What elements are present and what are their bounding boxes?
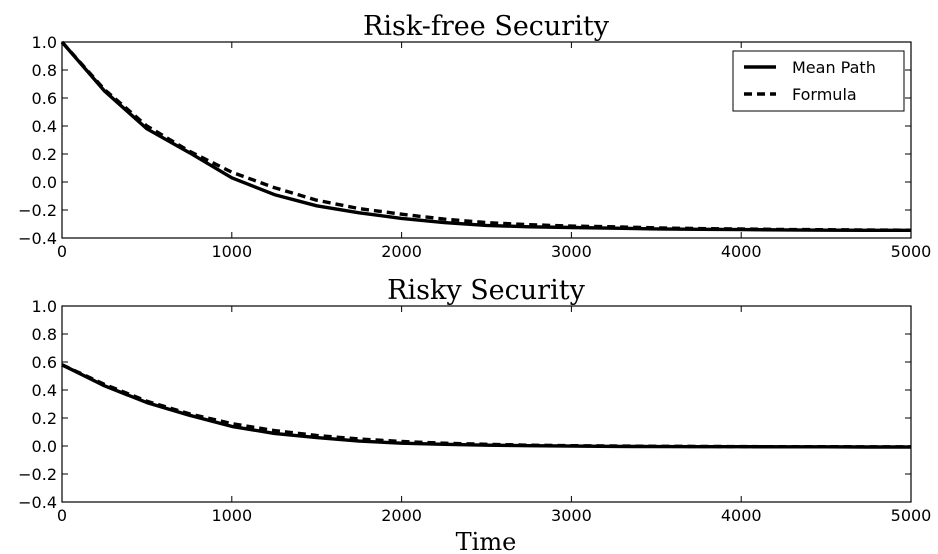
y-tick-label: 1.0 [32,33,57,52]
x-tick-label: 2000 [381,506,422,525]
y-tick-label: 0.2 [32,409,57,428]
ticks-risk-free: 0 1000 2000 3000 4000 5000 1.0 0.8 0.6 0.4 0.2 0.0 −… [18,33,931,261]
chart-title-risk-free: Risk-free Security [363,11,610,42]
y-tick-label: 0.0 [32,173,57,192]
chart-title-risky: Risky Security [387,275,585,306]
series-line-formula [61,363,911,449]
y-tick-label: 0.4 [32,117,57,136]
x-tick-label: 0 [57,506,67,525]
y-tick-label: 0.6 [32,89,57,108]
legend-box [732,50,905,112]
series-risk-free [60,40,912,233]
y-tick-label: −0.4 [18,229,57,248]
series-risky [61,363,911,449]
legend: Mean Path Formula [732,50,905,112]
y-tick-label: 0.8 [32,325,57,344]
y-tick-label: −0.4 [18,493,57,512]
y-tick-label: 0.2 [32,145,57,164]
x-tick-label: 5000 [891,242,932,261]
x-tick-label: 4000 [721,506,762,525]
x-tick-label: 1000 [211,506,252,525]
y-tick-label: 0.8 [32,61,57,80]
y-tick-label: −0.2 [18,201,57,220]
x-tick-label: 1000 [211,242,252,261]
x-tick-label: 4000 [721,242,762,261]
x-tick-label: 3000 [551,506,592,525]
subplot-risky: Risky Security 0 1000 2000 3000 4000 50001.00… [18,275,931,554]
y-tick-label: 0.6 [32,353,57,372]
x-tick-label: 0 [57,242,67,261]
y-tick-label: 1.0 [32,297,57,316]
x-tick-label: 3000 [551,242,592,261]
y-tick-label: 0.4 [32,381,57,400]
series-line-formula [60,40,912,232]
y-tick-label: −0.2 [18,465,57,484]
subplot-risk-free: Risk-free Security 0 1000 2000 3000 4000 5000… [18,11,931,261]
x-tick-label: 5000 [891,506,932,525]
series-line-mean-path [61,363,911,449]
x-tick-label: 2000 [381,242,422,261]
x-axis-label: Time [456,528,517,554]
axes-frame-risky [61,305,912,503]
axes-frame-risk-free [61,41,912,239]
ticks-risky: 0 1000 2000 3000 4000 5000 1.0 0.8 0.6 0.4 0.2 0.0 −… [18,297,931,525]
legend-label-mean-path: Mean Path [792,58,876,77]
y-tick-label: 0.0 [32,437,57,456]
legend-label-formula: Formula [792,85,857,104]
